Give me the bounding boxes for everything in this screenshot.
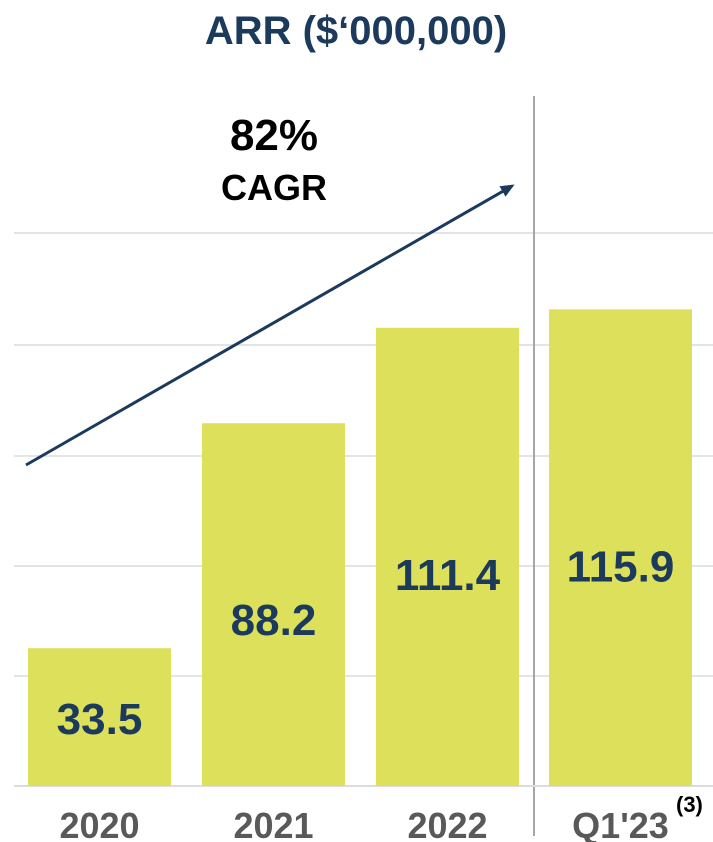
chart-title: ARR ($‘000,000) [205, 9, 507, 53]
x-tick-label: 2020 [59, 805, 139, 842]
x-tick-label: 2022 [407, 805, 487, 842]
bar-value-label: 88.2 [231, 596, 317, 645]
cagr-trend-arrow [25, 184, 515, 467]
bar-value-label: 33.5 [57, 695, 143, 744]
bar-value-labels: 33.5 88.2 111.4 115.9 [57, 542, 675, 744]
bars [28, 309, 692, 786]
x-tick-label: Q1'23 [572, 805, 669, 842]
footnote-marker: (3) [676, 792, 703, 817]
bar-value-label: 115.9 [567, 542, 675, 591]
cagr-value: 82% [230, 111, 318, 160]
x-tick-labels: 2020 2021 2022 Q1'23 [59, 805, 668, 842]
bar-2020 [28, 648, 171, 786]
bar-q123 [549, 309, 692, 786]
cagr-label: CAGR [221, 167, 327, 208]
x-tick-label: 2021 [233, 805, 313, 842]
bar-2021 [202, 423, 345, 786]
bar-2022 [376, 327, 519, 786]
bar-value-label: 111.4 [395, 551, 501, 600]
